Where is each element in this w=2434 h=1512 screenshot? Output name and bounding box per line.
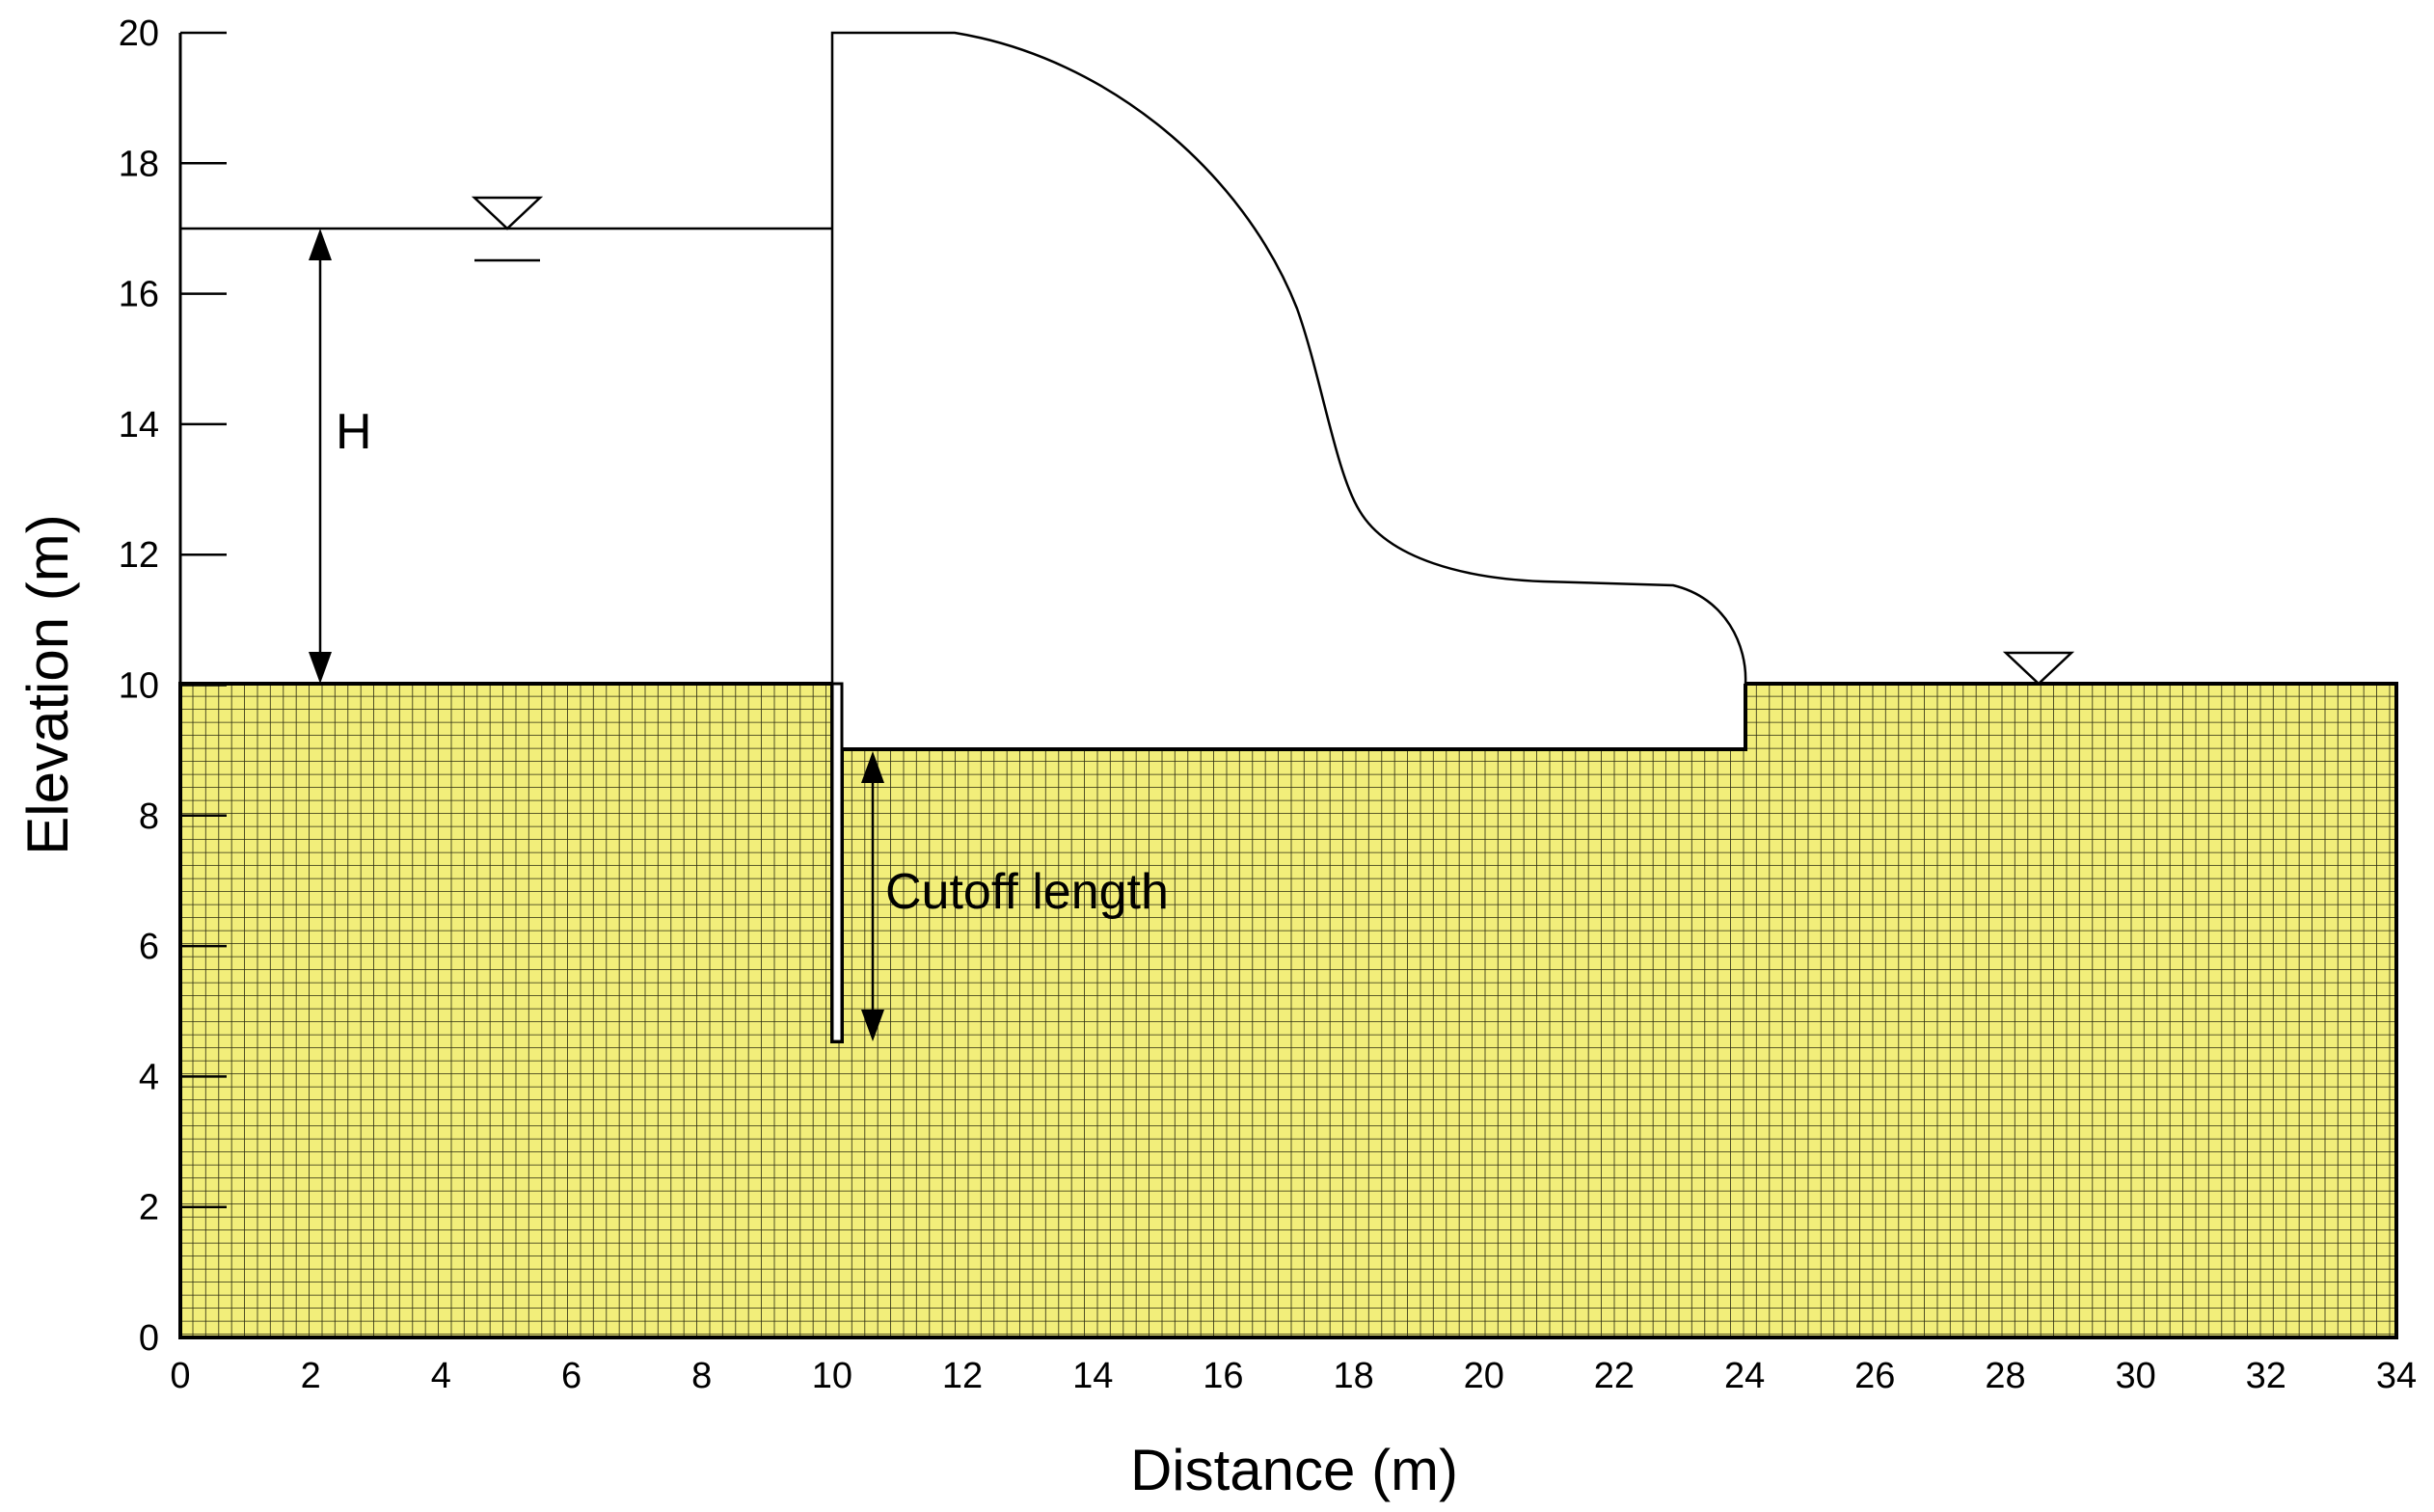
x-tick-label: 8: [691, 1356, 712, 1396]
x-tick-label: 28: [1985, 1356, 2025, 1396]
y-tick-label: 16: [119, 275, 159, 315]
x-tick-label: 22: [1594, 1356, 1635, 1396]
y-tick-label: 12: [119, 535, 159, 576]
x-tick-label: 14: [1072, 1356, 1113, 1396]
x-tick-label: 32: [2246, 1356, 2286, 1396]
y-tick-label: 8: [139, 796, 159, 837]
x-tick-label: 34: [2376, 1356, 2417, 1396]
x-axis-ticks: 0 2 4 6 8 10 12 14 16 18 20 22 24 26 28 30 32 34: [170, 1356, 2417, 1396]
x-tick-label: 18: [1333, 1356, 1373, 1396]
y-tick-label: 0: [139, 1318, 159, 1359]
x-tick-label: 2: [301, 1356, 321, 1396]
cutoff-wall: [830, 682, 844, 1043]
y-tick-label: 4: [139, 1057, 159, 1097]
head-label: H: [336, 404, 372, 460]
x-tick-label: 20: [1464, 1356, 1504, 1396]
soil-foundation: [178, 682, 2398, 1339]
y-tick-label: 2: [139, 1188, 159, 1228]
x-tick-label: 4: [431, 1356, 451, 1396]
cutoff-length-arrow: [861, 751, 884, 1041]
head-arrow: [309, 229, 332, 684]
y-tick-label: 10: [119, 666, 159, 707]
x-axis-title: Distance (m): [1130, 1438, 1458, 1502]
dam-body: [830, 31, 1747, 751]
x-tick-label: 12: [942, 1356, 983, 1396]
cutoff-length-label: Cutoff length: [885, 864, 1169, 920]
upstream-water-level-icon: [471, 196, 544, 262]
y-axis-ticks: 0 2 4 6 8 10 12 14 16 18 20: [119, 14, 227, 1359]
x-tick-label: 24: [1724, 1356, 1765, 1396]
x-tick-label: 30: [2116, 1356, 2156, 1396]
y-axis-title: Elevation (m): [15, 514, 80, 854]
x-tick-label: 10: [812, 1356, 852, 1396]
x-tick-label: 26: [1854, 1356, 1895, 1396]
x-tick-label: 16: [1203, 1356, 1243, 1396]
y-tick-label: 20: [119, 14, 159, 54]
x-tick-label: 6: [561, 1356, 581, 1396]
downstream-water-level-icon: [2002, 651, 2075, 686]
x-tick-label: 0: [170, 1356, 190, 1396]
y-tick-label: 18: [119, 144, 159, 184]
y-tick-label: 14: [119, 405, 159, 446]
y-tick-label: 6: [139, 927, 159, 967]
